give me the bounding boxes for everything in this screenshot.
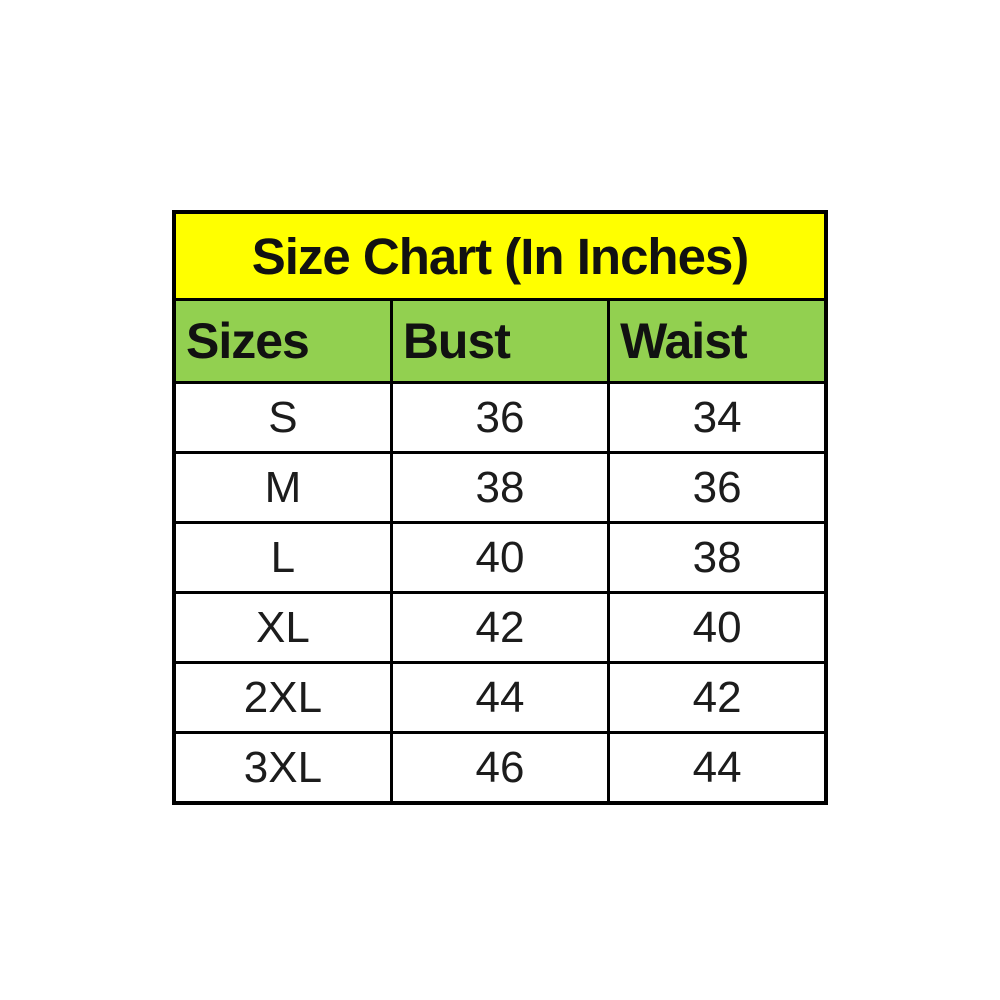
size-cell: S (172, 381, 393, 454)
waist-cell: 36 (607, 451, 828, 524)
column-header-waist: Waist (607, 298, 828, 384)
table-row: S 36 34 (172, 381, 828, 454)
bust-cell: 44 (389, 661, 611, 734)
table-row: 3XL 46 44 (172, 731, 828, 805)
waist-cell: 38 (607, 521, 828, 594)
column-header-sizes: Sizes (172, 298, 393, 384)
size-cell: 2XL (172, 661, 393, 734)
bust-cell: 38 (389, 451, 611, 524)
waist-cell: 34 (607, 381, 828, 454)
table-header-row: Sizes Bust Waist (172, 298, 828, 384)
waist-cell: 40 (607, 591, 828, 664)
size-cell: 3XL (172, 731, 393, 805)
waist-cell: 42 (607, 661, 828, 734)
table-row: L 40 38 (172, 521, 828, 594)
bust-cell: 42 (389, 591, 611, 664)
size-cell: L (172, 521, 393, 594)
size-cell: M (172, 451, 393, 524)
column-header-bust: Bust (389, 298, 611, 384)
table-title: Size Chart (In Inches) (172, 210, 828, 301)
table-row: M 38 36 (172, 451, 828, 524)
table-row: XL 42 40 (172, 591, 828, 664)
bust-cell: 46 (389, 731, 611, 805)
table-row: 2XL 44 42 (172, 661, 828, 734)
bust-cell: 40 (389, 521, 611, 594)
size-cell: XL (172, 591, 393, 664)
waist-cell: 44 (607, 731, 828, 805)
size-chart-table: Size Chart (In Inches) Sizes Bust Waist … (172, 210, 828, 805)
bust-cell: 36 (389, 381, 611, 454)
table-title-row: Size Chart (In Inches) (172, 210, 828, 301)
